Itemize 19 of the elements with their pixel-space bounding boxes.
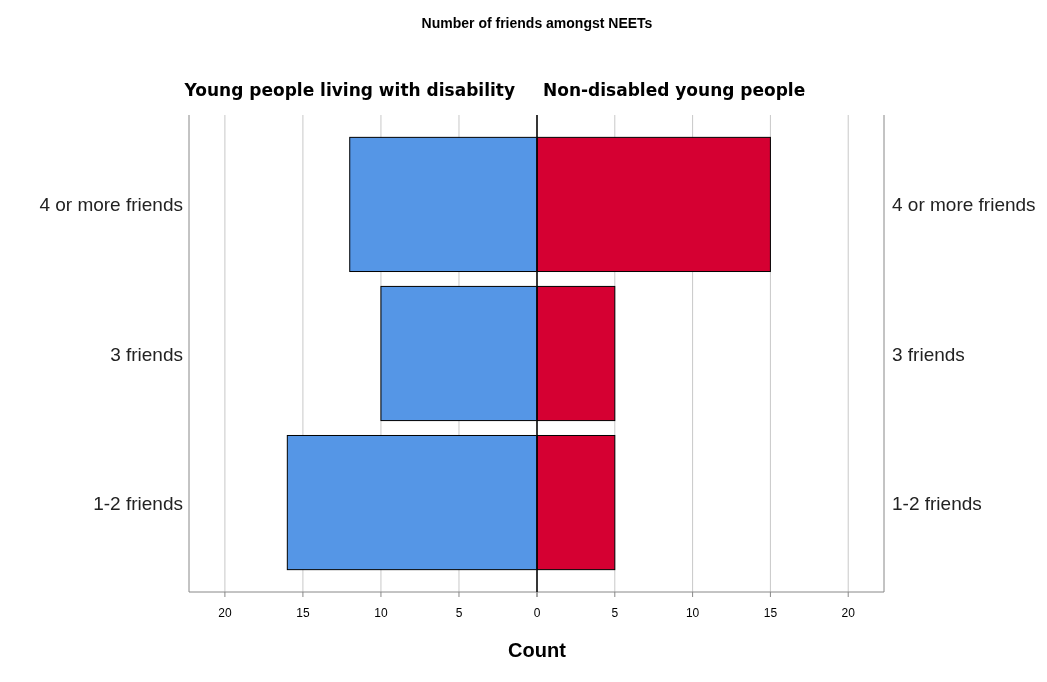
x-tick-label: 10 [685, 606, 700, 620]
y-tick-label: 4 or more friends [892, 194, 1036, 216]
y-tick-label: 1-2 friends [93, 492, 183, 514]
x-tick-label: 20 [841, 606, 856, 620]
x-tick-label: 10 [374, 606, 388, 620]
x-tick-label: 20 [218, 606, 232, 620]
x-tick-label: 5 [455, 606, 463, 620]
x-tick-label: 5 [611, 606, 619, 620]
x-axis-title: Count [508, 639, 567, 661]
text: Young people living with disability [183, 80, 515, 100]
y-tick-label: 3 friends [110, 343, 183, 365]
chart-title: Number of friends amongst NEETs [421, 15, 653, 31]
y-tick-label: 3 friends [892, 343, 965, 365]
x-tick-label: 15 [296, 606, 310, 620]
x-tick-label: 0 [533, 606, 541, 620]
text: Non-disabled young people [543, 80, 806, 100]
y-tick-label: 4 or more friends [39, 194, 183, 216]
y-tick-label: 1-2 friends [892, 492, 982, 514]
x-tick-label: 15 [763, 606, 778, 620]
